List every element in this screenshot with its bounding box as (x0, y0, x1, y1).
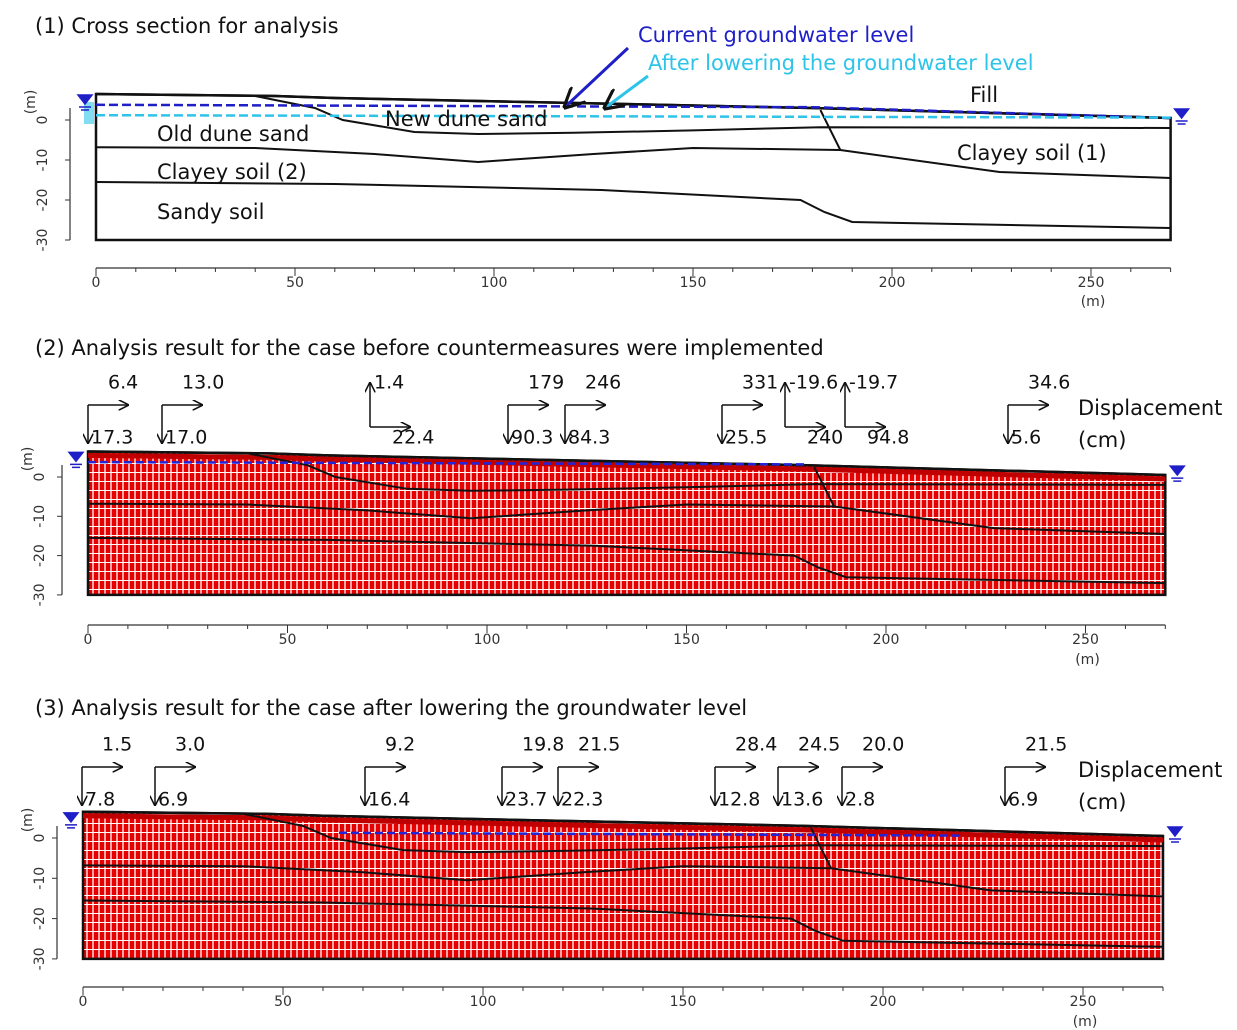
x-tick-label: 200 (870, 994, 897, 1010)
vertical-value: 13.6 (781, 789, 823, 811)
water-symbol (1175, 109, 1189, 124)
panel: (3) Analysis result for the case after l… (20, 696, 1222, 1030)
horizontal-value: 179 (528, 372, 564, 394)
vertical-value: 90.3 (511, 427, 553, 449)
x-tick-label: 100 (474, 632, 501, 648)
panel: (2) Analysis result for the case before … (20, 336, 1222, 668)
y-tick-label: 0 (32, 473, 48, 482)
y-tick-label: -30 (35, 229, 51, 252)
horizontal-value: 9.2 (385, 734, 415, 756)
displacement-unit: (cm) (1078, 790, 1126, 814)
y-tick-label: 0 (32, 834, 48, 843)
y-axis-unit: (m) (20, 447, 36, 472)
page: (1) Cross section for analysis Current gr… (0, 0, 1237, 1030)
horizontal-value: 240 (807, 427, 843, 449)
layer-label: Fill (970, 83, 998, 107)
panel: (1) Cross section for analysis Current gr… (23, 14, 1171, 310)
displacement-label: Displacement (1078, 396, 1222, 420)
vertical-value: 1.4 (374, 372, 404, 394)
x-tick-label: 100 (470, 994, 497, 1010)
vertical-value: 7.8 (85, 789, 115, 811)
vertical-value: 22.3 (561, 789, 603, 811)
vertical-value: 6.9 (158, 789, 188, 811)
vertical-value: 17.3 (91, 427, 133, 449)
y-tick-label: -20 (35, 189, 51, 212)
vertical-value: 84.3 (568, 427, 610, 449)
horizontal-value: 24.5 (798, 734, 840, 756)
x-tick-label: 50 (279, 632, 297, 648)
displacement-unit: (cm) (1078, 428, 1126, 452)
y-tick-label: 0 (35, 116, 51, 125)
x-tick-label: 150 (680, 275, 707, 291)
x-tick-label: 100 (481, 275, 508, 291)
horizontal-value: 94.8 (867, 427, 909, 449)
y-tick-label: -10 (35, 149, 51, 172)
x-tick-label: 50 (286, 275, 304, 291)
layer-label: Clayey soil (2) (157, 160, 307, 184)
x-tick-label: 0 (79, 994, 88, 1010)
x-tick-label: 200 (879, 275, 906, 291)
x-tick-label: 250 (1072, 632, 1099, 648)
horizontal-value: 246 (585, 372, 621, 394)
layer-label: Clayey soil (1) (957, 141, 1107, 165)
y-axis-unit: (m) (23, 90, 39, 115)
vertical-value: 23.7 (505, 789, 547, 811)
figure: (1) Cross section for analysis Current gr… (0, 0, 1237, 1030)
x-tick-label: 250 (1078, 275, 1105, 291)
y-tick-label: -10 (32, 867, 48, 890)
horizontal-value: 6.4 (108, 372, 138, 394)
layer-label: Sandy soil (157, 200, 264, 224)
y-tick-label: -10 (32, 505, 48, 528)
water-marker (84, 102, 94, 124)
vertical-value: 25.5 (725, 427, 767, 449)
horizontal-value: 21.5 (578, 734, 620, 756)
vertical-value: 6.9 (1008, 789, 1038, 811)
x-axis-unit: (m) (1075, 652, 1100, 668)
horizontal-value: 28.4 (735, 734, 777, 756)
horizontal-value: 21.5 (1025, 734, 1067, 756)
water-symbol (64, 813, 78, 828)
x-axis-unit: (m) (1073, 1014, 1098, 1030)
horizontal-value: 22.4 (392, 427, 434, 449)
water-symbol (69, 452, 83, 467)
legend-label: Current groundwater level (638, 23, 914, 47)
vertical-value: 17.0 (165, 427, 207, 449)
y-tick-label: -20 (32, 544, 48, 567)
vertical-value: 5.6 (1011, 427, 1041, 449)
horizontal-value: 13.0 (182, 372, 224, 394)
x-tick-label: 250 (1070, 994, 1097, 1010)
x-tick-label: 150 (670, 994, 697, 1010)
horizontal-value: 34.6 (1028, 372, 1070, 394)
y-axis-unit: (m) (20, 808, 36, 833)
x-axis-unit: (m) (1081, 294, 1106, 310)
y-tick-label: -30 (32, 583, 48, 606)
x-tick-label: 0 (92, 275, 101, 291)
x-tick-label: 200 (873, 632, 900, 648)
panel-title: (3) Analysis result for the case after l… (35, 696, 747, 720)
legend-label: After lowering the groundwater level (648, 51, 1034, 75)
vertical-value: 2.8 (845, 789, 875, 811)
water-symbol (1168, 827, 1182, 842)
vertical-value: 16.4 (368, 789, 410, 811)
horizontal-value: 3.0 (175, 734, 205, 756)
vertical-value: -19.7 (849, 372, 898, 394)
x-tick-label: 50 (274, 994, 292, 1010)
horizontal-value: 19.8 (522, 734, 564, 756)
x-tick-label: 0 (84, 632, 93, 648)
vertical-value: 12.8 (718, 789, 760, 811)
x-tick-label: 150 (673, 632, 700, 648)
horizontal-value: 1.5 (102, 734, 132, 756)
y-tick-label: -20 (32, 907, 48, 930)
layer-label: Old dune sand (157, 122, 309, 146)
layer-label: New dune sand (385, 107, 547, 131)
panel-title: (2) Analysis result for the case before … (35, 336, 824, 360)
y-tick-label: -30 (32, 947, 48, 970)
horizontal-value: 20.0 (862, 734, 904, 756)
horizontal-value: 331 (742, 372, 778, 394)
vertical-value: -19.6 (789, 372, 838, 394)
displacement-label: Displacement (1078, 758, 1222, 782)
water-symbol (1170, 466, 1184, 481)
panel-title: (1) Cross section for analysis (35, 14, 339, 38)
